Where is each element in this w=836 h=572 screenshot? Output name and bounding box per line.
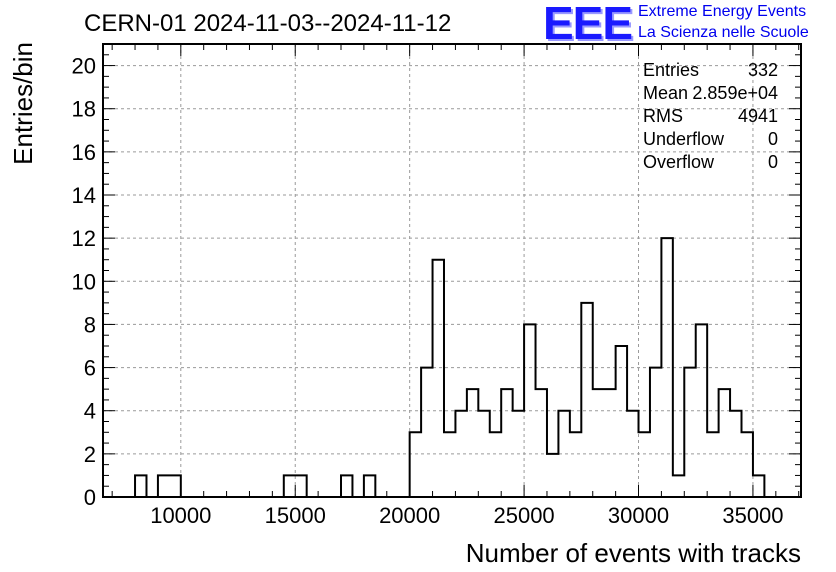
histogram-bin: [741, 432, 752, 497]
histogram-bin: [673, 475, 684, 497]
histogram-bin: [169, 475, 180, 497]
stat-rms-value: 4941: [737, 106, 778, 126]
y-tick-label: 14: [72, 183, 96, 208]
histogram-bin: [410, 432, 421, 497]
histogram-bin: [444, 432, 455, 497]
histogram-bin: [719, 389, 730, 497]
x-tick-label: 20000: [379, 503, 440, 528]
histogram-bin: [627, 411, 638, 497]
stat-overflow-value: 0: [767, 152, 778, 172]
histogram-bin: [455, 411, 466, 497]
histogram-bin: [364, 475, 375, 497]
y-tick-label: 20: [72, 54, 96, 79]
x-tick-label: 10000: [150, 503, 211, 528]
stat-underflow-label: Underflow: [643, 129, 725, 149]
stat-entries-value: 332: [747, 60, 778, 80]
stat-mean-label: Mean: [643, 83, 689, 103]
chart-title: CERN-01 2024-11-03--2024-11-12: [84, 10, 452, 37]
org-name-line1: Extreme Energy Events: [638, 3, 807, 20]
x-axis-label: Number of events with tracks: [466, 538, 801, 568]
histogram-bin: [433, 260, 444, 497]
histogram-bin: [616, 346, 627, 497]
y-tick-label: 16: [72, 140, 96, 165]
histogram-bin: [536, 389, 547, 497]
stat-overflow-label: Overflow: [643, 152, 715, 172]
plot-frame: [102, 43, 802, 498]
eee-logo-icon: EEE: [543, 0, 633, 49]
org-name-line2: La Scienza nelle Scuole: [638, 24, 809, 41]
stat-entries-label: Entries: [643, 60, 700, 80]
histogram-bin: [707, 432, 718, 497]
histogram-bin: [478, 411, 489, 497]
y-tick-label: 4: [84, 399, 96, 424]
histogram-bin: [581, 303, 592, 497]
histogram-bin: [570, 432, 581, 497]
histogram-bin: [684, 368, 695, 497]
histogram-bin: [284, 475, 295, 497]
y-tick-label: 12: [72, 226, 96, 251]
histogram-bin: [639, 432, 650, 497]
histogram-bin: [753, 475, 764, 497]
y-tick-label: 8: [84, 312, 96, 337]
histogram-bin: [467, 389, 478, 497]
stat-mean-value: 2.859e+04: [692, 83, 778, 103]
histogram-bin: [135, 475, 146, 497]
y-tick-label: 0: [84, 485, 96, 510]
x-tick-label: 15000: [265, 503, 326, 528]
histogram-bin: [650, 368, 661, 497]
y-tick-label: 2: [84, 442, 96, 467]
x-tick-label: 25000: [493, 503, 554, 528]
histogram-bin: [513, 411, 524, 497]
stat-rms-label: RMS: [643, 106, 683, 126]
histogram-bin: [341, 475, 352, 497]
histogram-bin: [490, 432, 501, 497]
x-tick-label: 35000: [722, 503, 783, 528]
histogram-bin: [295, 475, 306, 497]
histogram-bin: [696, 324, 707, 497]
y-tick-label: 10: [72, 269, 96, 294]
histogram-bin: [158, 475, 169, 497]
histogram-bin: [730, 411, 741, 497]
histogram-bin: [604, 389, 615, 497]
x-tick-label: 30000: [608, 503, 669, 528]
histogram-bin: [661, 238, 672, 497]
histogram-bin: [421, 368, 432, 497]
histogram-bin: [547, 454, 558, 497]
y-axis-label: Entries/bin: [8, 42, 38, 165]
histogram-bin: [593, 389, 604, 497]
histogram-bin: [558, 411, 569, 497]
stat-underflow-value: 0: [767, 129, 778, 149]
y-tick-label: 6: [84, 356, 96, 381]
histogram-bin: [524, 324, 535, 497]
histogram-bin: [501, 389, 512, 497]
y-tick-label: 18: [72, 97, 96, 122]
